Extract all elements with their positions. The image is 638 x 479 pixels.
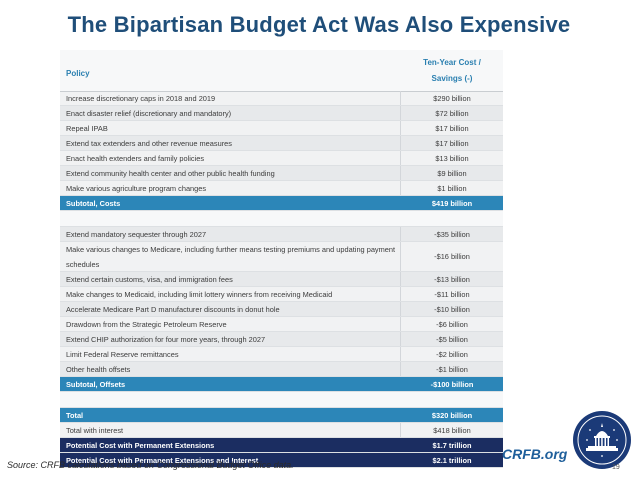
- value-cell: -$10 billion: [434, 305, 470, 314]
- table-body: Increase discretionary caps in 2018 and …: [60, 91, 503, 468]
- policy-cell: Subtotal, Offsets: [66, 380, 126, 389]
- column-divider: [400, 347, 401, 361]
- policy-cell: Make various agriculture program changes: [66, 184, 207, 193]
- value-cell: $2.1 trillion: [432, 456, 472, 465]
- column-divider: [400, 166, 401, 180]
- value-cell: -$6 billion: [436, 320, 468, 329]
- value-cell: -$5 billion: [436, 335, 468, 344]
- table-row: Make various agriculture program changes…: [60, 181, 503, 196]
- policy-cell: Extend CHIP authorization for four more …: [66, 335, 266, 344]
- column-divider: [400, 151, 401, 165]
- value-cell: $17 billion: [435, 124, 469, 133]
- policy-cell: Extend certain customs, visa, and immigr…: [66, 275, 233, 284]
- value-cell: $1.7 trillion: [432, 441, 472, 450]
- column-divider: [400, 423, 401, 437]
- table-row: Extend certain customs, visa, and immigr…: [60, 272, 503, 287]
- policy-cell: Subtotal, Costs: [66, 199, 121, 208]
- value-cell: $1 billion: [437, 184, 467, 193]
- column-divider: [400, 106, 401, 120]
- header-cost-line1: Ten-Year Cost /: [423, 58, 481, 67]
- value-cell: $9 billion: [437, 169, 467, 178]
- value-cell: $418 billion: [433, 426, 471, 435]
- capitol-seal-logo: [573, 411, 631, 469]
- table-row: Make changes to Medicaid, including limi…: [60, 287, 503, 302]
- value-cell: $290 billion: [433, 94, 471, 103]
- table-row: Make various changes to Medicare, includ…: [60, 242, 503, 272]
- policy-cell: Enact disaster relief (discretionary and…: [66, 109, 232, 118]
- table-row: Limit Federal Reserve remittances -$2 bil…: [60, 347, 503, 362]
- table-row: Repeal IPAB $17 billion: [60, 121, 503, 136]
- column-divider: [400, 272, 401, 286]
- total-row: Total $320 billion: [60, 408, 503, 423]
- value-cell: $72 billion: [435, 109, 469, 118]
- table-row: Other health offsets -$1 billion: [60, 362, 503, 377]
- subtotal-costs-row: Subtotal, Costs $419 billion: [60, 196, 503, 211]
- slide-title: The Bipartisan Budget Act Was Also Expen…: [67, 12, 571, 37]
- table-row: Extend tax extenders and other revenue m…: [60, 136, 503, 151]
- permanent-extensions-interest-row: Potential Cost with Permanent Extensions…: [60, 453, 503, 468]
- crfb-brand-link[interactable]: CRFB.org: [502, 446, 568, 462]
- policy-cell: Extend community health center and other…: [66, 169, 275, 178]
- spacer-row: [60, 211, 503, 227]
- column-divider: [400, 91, 401, 105]
- column-divider: [400, 121, 401, 135]
- value-cell: -$35 billion: [434, 230, 470, 239]
- policy-cell: Total: [66, 411, 84, 420]
- policy-cell: Accelerate Medicare Part D manufacturer …: [66, 305, 280, 314]
- column-divider: [400, 332, 401, 346]
- header-cost: Ten-Year Cost / Savings (-): [407, 55, 497, 87]
- table-row: Extend CHIP authorization for four more …: [60, 332, 503, 347]
- policy-cell: Limit Federal Reserve remittances: [66, 350, 179, 359]
- policy-cell: Increase discretionary caps in 2018 and …: [66, 94, 216, 103]
- value-cell: $320 billion: [431, 411, 473, 420]
- table-row: Enact health extenders and family polici…: [60, 151, 503, 166]
- header-policy: Policy: [66, 69, 90, 78]
- column-divider: [400, 181, 401, 195]
- column-divider: [400, 302, 401, 316]
- policy-cell: Total with interest: [66, 426, 124, 435]
- value-cell: $17 billion: [435, 139, 469, 148]
- value-cell: -$11 billion: [434, 290, 470, 299]
- column-divider: [400, 227, 401, 241]
- page-number: 19: [612, 464, 620, 471]
- value-cell: $419 billion: [431, 199, 473, 208]
- policy-cell: Potential Cost with Permanent Extensions: [66, 441, 215, 450]
- column-divider: [400, 136, 401, 150]
- budget-table: Policy Ten-Year Cost / Savings (-) Incre…: [60, 50, 503, 468]
- table-row: Increase discretionary caps in 2018 and …: [60, 91, 503, 106]
- table-header: Policy Ten-Year Cost / Savings (-): [60, 50, 503, 92]
- value-cell: -$16 billion: [434, 252, 470, 261]
- policy-cell: Repeal IPAB: [66, 124, 108, 133]
- policy-cell: Enact health extenders and family polici…: [66, 154, 205, 163]
- subtotal-offsets-row: Subtotal, Offsets -$100 billion: [60, 377, 503, 392]
- value-cell: -$2 billion: [436, 350, 468, 359]
- source-note: Source: CRFB calculations based on Congr…: [7, 460, 294, 470]
- table-row: Enact disaster relief (discretionary and…: [60, 106, 503, 121]
- value-cell: $13 billion: [435, 154, 469, 163]
- spacer-row: [60, 392, 503, 408]
- policy-cell: Extend mandatory sequester through 2027: [66, 230, 207, 239]
- value-cell: -$13 billion: [434, 275, 470, 284]
- value-cell: -$100 billion: [430, 380, 474, 389]
- policy-cell: Other health offsets: [66, 365, 131, 374]
- column-divider: [400, 242, 401, 271]
- column-divider: [400, 317, 401, 331]
- value-cell: -$1 billion: [436, 365, 468, 374]
- column-divider: [400, 362, 401, 376]
- policy-cell: Potential Cost with Permanent Extensions…: [66, 456, 259, 465]
- permanent-extensions-row: Potential Cost with Permanent Extensions…: [60, 438, 503, 453]
- table-row: Extend mandatory sequester through 2027 -…: [60, 227, 503, 242]
- table-row: Drawdown from the Strategic Petroleum Re…: [60, 317, 503, 332]
- policy-cell: Drawdown from the Strategic Petroleum Re…: [66, 320, 227, 329]
- column-divider: [400, 287, 401, 301]
- table-row: Extend community health center and other…: [60, 166, 503, 181]
- policy-cell: Extend tax extenders and other revenue m…: [66, 139, 232, 148]
- table-row: Accelerate Medicare Part D manufacturer …: [60, 302, 503, 317]
- policy-cell: Make various changes to Medicare, includ…: [66, 245, 396, 269]
- policy-cell: Make changes to Medicaid, including limi…: [66, 290, 333, 299]
- header-cost-line2: Savings (-): [431, 74, 473, 83]
- total-with-interest-row: Total with interest $418 billion: [60, 423, 503, 438]
